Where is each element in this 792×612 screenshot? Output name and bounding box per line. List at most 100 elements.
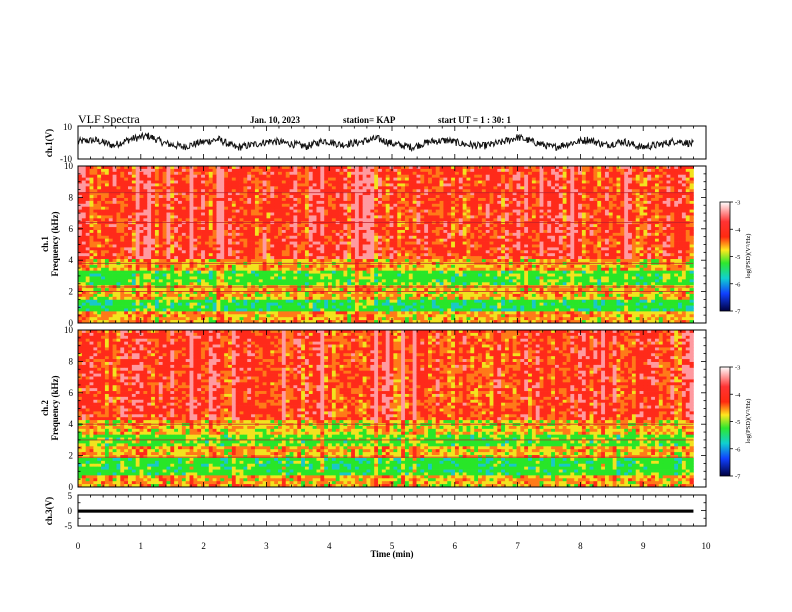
ch1-spectrogram-cell: [658, 244, 664, 248]
ch1-spectrogram-cell: [624, 247, 629, 251]
ch1-spectrogram-cell: [408, 168, 413, 173]
ch1-spectrogram-cell: [451, 209, 456, 213]
ch1-spectrogram-cell: [81, 166, 87, 170]
ch1-spectrogram-cell: [78, 238, 83, 242]
ch1-spectrogram-cell: [535, 197, 540, 202]
ch1-spectrogram-cell: [262, 212, 267, 216]
ch1-spectrogram-cell: [685, 197, 690, 202]
ch1-spectrogram-cell: [220, 168, 225, 173]
ch1-spectrogram-cell: [220, 241, 225, 245]
ch1-spectrogram-cell: [466, 177, 471, 181]
ch1-spectrogram-cell: [274, 215, 279, 219]
ch1-spectrogram-cell: [81, 212, 87, 216]
ch1-spectrogram-cell: [78, 244, 83, 248]
ch1-spectrogram-cell: [454, 197, 460, 202]
ch1-spectrogram-cell: [651, 171, 656, 176]
ch1-spectrogram-cell: [308, 241, 313, 245]
ch1-spectrogram-cell: [689, 215, 694, 219]
ch1-spectrogram-cell: [154, 192, 160, 196]
ch1-spectrogram-cell: [131, 238, 137, 242]
ch1-spectrogram-cell: [208, 215, 213, 219]
ch1-spectrogram-cell: [639, 238, 644, 242]
ch1-spectrogram-cell: [208, 189, 213, 193]
ch1-spectrogram-cell: [635, 224, 640, 228]
ch1-spectrogram-cell: [281, 168, 287, 173]
ch1-spectrogram-cell: [447, 247, 452, 251]
ch1-spectrogram-cell: [293, 177, 298, 181]
ch1-spectrogram-cell: [93, 253, 98, 257]
ch1-spectrogram-cell: [497, 197, 502, 202]
ch1-spectrogram-cell: [220, 174, 225, 178]
ch1-spectrogram-cell: [308, 186, 313, 190]
ch1-spectrogram-cell: [85, 206, 90, 210]
ch1-spectrogram-cell: [570, 250, 575, 254]
ch1-spectrogram-cell: [135, 168, 140, 173]
ch1-spectrogram-cell: [412, 195, 417, 199]
ch1-spectrogram-cell: [139, 244, 144, 248]
ch1-spectrogram-cell: [204, 197, 210, 202]
ch1-spectrogram-cell: [285, 241, 290, 245]
ch1-spectrogram-cell: [520, 200, 525, 205]
ch1-spectrogram-cell: [658, 238, 664, 242]
ch1-spectrogram-cell: [201, 189, 206, 193]
ch1-spectrogram-cell: [543, 238, 548, 242]
ch1-spectrogram-cell: [428, 180, 433, 184]
ch1-spectrogram-cell: [424, 229, 429, 234]
ch1-spectrogram-cell: [447, 168, 452, 173]
ch1-spectrogram-cell: [408, 232, 413, 237]
ch1-spectrogram-cell: [243, 195, 248, 199]
ch1-spectrogram-cell: [308, 227, 313, 231]
ch1-spectrogram-cell: [631, 186, 637, 190]
ch1-spectrogram-cell: [81, 200, 87, 205]
ch1-spectrogram-cell: [524, 218, 529, 222]
ch1-spectrogram-cell: [335, 253, 340, 257]
ch1-spectrogram-cell: [601, 229, 606, 234]
ch1-spectrogram-cell: [385, 200, 390, 205]
ch1-spectrogram-cell: [543, 177, 548, 181]
ch1-spectrogram-cell: [581, 186, 587, 190]
ch1-spectrogram-cell: [120, 206, 125, 210]
ch1-spectrogram-cell: [251, 212, 256, 216]
ch1-spectrogram-cell: [443, 229, 448, 234]
ch1-spectrogram-cell: [78, 218, 83, 222]
ch1-spectrogram-cell: [478, 203, 483, 208]
ch1-spectrogram-cell: [431, 209, 437, 213]
ch1-spectrogram-cell: [412, 177, 417, 181]
ch1-spectrogram-cell: [162, 209, 167, 213]
ch1-spectrogram-cell: [643, 168, 648, 173]
ch1-spectrogram-cell: [462, 177, 467, 181]
ch1-spectrogram-cell: [651, 206, 656, 210]
ch1-spectrogram-cell: [197, 238, 202, 242]
ch1-spectrogram-cell: [478, 180, 483, 184]
ch1-spectrogram-cell: [424, 203, 429, 208]
ch1-spectrogram-cell: [562, 177, 567, 181]
ch1-spectrogram-cell: [651, 215, 656, 219]
ch1-spectrogram-cell: [566, 206, 571, 210]
ch1-spectrogram-cell: [201, 197, 206, 202]
ch1-spectrogram-cell: [120, 227, 125, 231]
ch1-spectrogram-cell: [339, 186, 344, 190]
ch1-spectrogram-cell: [108, 200, 113, 205]
ch1-spectrogram-cell: [347, 203, 352, 208]
ch1-spectrogram-cell: [416, 215, 421, 219]
ch1-spectrogram-cell: [647, 227, 652, 231]
ch1-spectrogram-cell: [139, 183, 144, 187]
ch1-spectrogram-cell: [643, 212, 648, 216]
ch1-spectrogram-cell: [258, 215, 263, 219]
ch1-spectrogram-cell: [339, 218, 344, 222]
ch1-spectrogram-cell: [393, 166, 398, 170]
ch1-spectrogram-cell: [201, 229, 206, 234]
ch1-spectrogram-cell: [181, 253, 187, 257]
ch1-spectrogram-cell: [608, 227, 614, 231]
ch1-spectrogram-cell: [197, 235, 202, 240]
ch1-spectrogram-cell: [378, 232, 383, 237]
ch1-spectrogram-cell: [362, 168, 367, 173]
ch1-spectrogram-cell: [647, 206, 652, 210]
ch1-spectrogram-cell: [262, 180, 267, 184]
ch1-spectrogram-cell: [112, 212, 117, 216]
ch1-spectrogram-cell: [193, 244, 198, 248]
ch1-spectrogram-cell: [631, 174, 637, 178]
ch1-spectrogram-cell: [624, 174, 629, 178]
ch1-spectrogram-cell: [381, 229, 387, 234]
ch1-spectrogram-cell: [374, 235, 379, 240]
